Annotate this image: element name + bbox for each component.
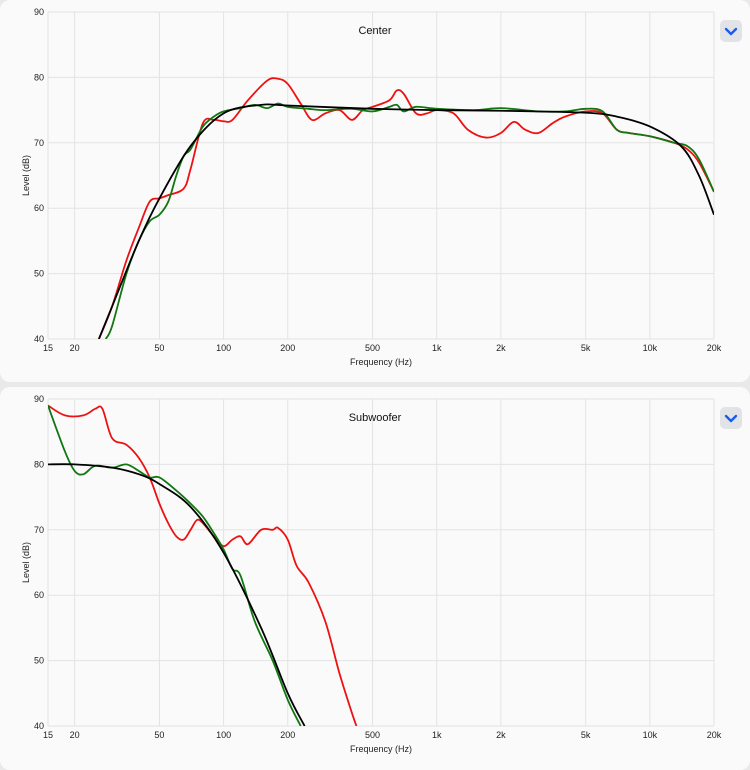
x-tick-label: 200 bbox=[280, 730, 295, 740]
chevron-down-icon bbox=[724, 414, 738, 423]
center-expand-button[interactable] bbox=[720, 20, 742, 42]
x-tick-label: 500 bbox=[365, 730, 380, 740]
y-tick-label: 70 bbox=[34, 525, 44, 535]
y-tick-label: 50 bbox=[34, 656, 44, 666]
x-tick-label: 200 bbox=[280, 343, 295, 353]
subwoofer-chart-panel: 15 20 50 100 200 500 1k 2k 5k 10k 20k 40 50 60 70 80 90 S… bbox=[0, 387, 750, 770]
y-tick-label: 90 bbox=[34, 394, 44, 404]
series-line-target bbox=[98, 103, 714, 339]
x-tick-label: 100 bbox=[216, 730, 231, 740]
y-tick-label: 60 bbox=[34, 590, 44, 600]
series-line-measured bbox=[48, 404, 358, 726]
subwoofer-chart: 15 20 50 100 200 500 1k 2k 5k 10k 20k 40 50 60 70 80 90 S… bbox=[21, 394, 722, 754]
x-tick-label: 20k bbox=[707, 730, 722, 740]
x-tick-label: 5k bbox=[581, 343, 591, 353]
y-tick-label: 70 bbox=[34, 138, 44, 148]
center-chart-panel: 15 20 50 100 200 500 1k 2k 5k 10k 20k 40 50 60 70 80 90 C… bbox=[0, 0, 750, 382]
x-tick-label: 20 bbox=[70, 730, 80, 740]
x-tick-label: 20 bbox=[70, 343, 80, 353]
x-tick-label: 2k bbox=[496, 730, 506, 740]
y-tick-label: 50 bbox=[34, 269, 44, 279]
chevron-down-icon bbox=[724, 27, 738, 36]
x-axis-label: Frequency (Hz) bbox=[350, 357, 412, 367]
chart-title: Subwoofer bbox=[349, 412, 402, 424]
x-tick-label: 10k bbox=[643, 343, 658, 353]
y-tick-label: 90 bbox=[34, 7, 44, 17]
x-tick-label: 500 bbox=[365, 343, 380, 353]
series-line-corrected bbox=[48, 405, 302, 726]
x-axis-label: Frequency (Hz) bbox=[350, 744, 412, 754]
series-line-corrected bbox=[104, 102, 714, 339]
chart-title: Center bbox=[358, 25, 391, 37]
center-chart: 15 20 50 100 200 500 1k 2k 5k 10k 20k 40 50 60 70 80 90 C… bbox=[21, 7, 722, 367]
x-tick-label: 15 bbox=[43, 343, 53, 353]
y-axis-label: Level (dB) bbox=[21, 542, 31, 583]
x-tick-label: 20k bbox=[707, 343, 722, 353]
x-tick-label: 50 bbox=[154, 343, 164, 353]
y-tick-label: 40 bbox=[34, 334, 44, 344]
y-tick-label: 80 bbox=[34, 72, 44, 82]
y-tick-label: 80 bbox=[34, 459, 44, 469]
x-tick-label: 1k bbox=[432, 730, 442, 740]
y-axis-label: Level (dB) bbox=[21, 155, 31, 196]
y-tick-label: 60 bbox=[34, 203, 44, 213]
x-tick-label: 10k bbox=[643, 730, 658, 740]
x-tick-label: 2k bbox=[496, 343, 506, 353]
x-tick-label: 1k bbox=[432, 343, 442, 353]
y-tick-label: 40 bbox=[34, 721, 44, 731]
x-tick-label: 100 bbox=[216, 343, 231, 353]
subwoofer-expand-button[interactable] bbox=[720, 407, 742, 429]
x-tick-label: 50 bbox=[154, 730, 164, 740]
series-line-target bbox=[48, 463, 306, 726]
x-tick-label: 5k bbox=[581, 730, 591, 740]
x-tick-label: 15 bbox=[43, 730, 53, 740]
series-line-measured bbox=[98, 77, 714, 339]
